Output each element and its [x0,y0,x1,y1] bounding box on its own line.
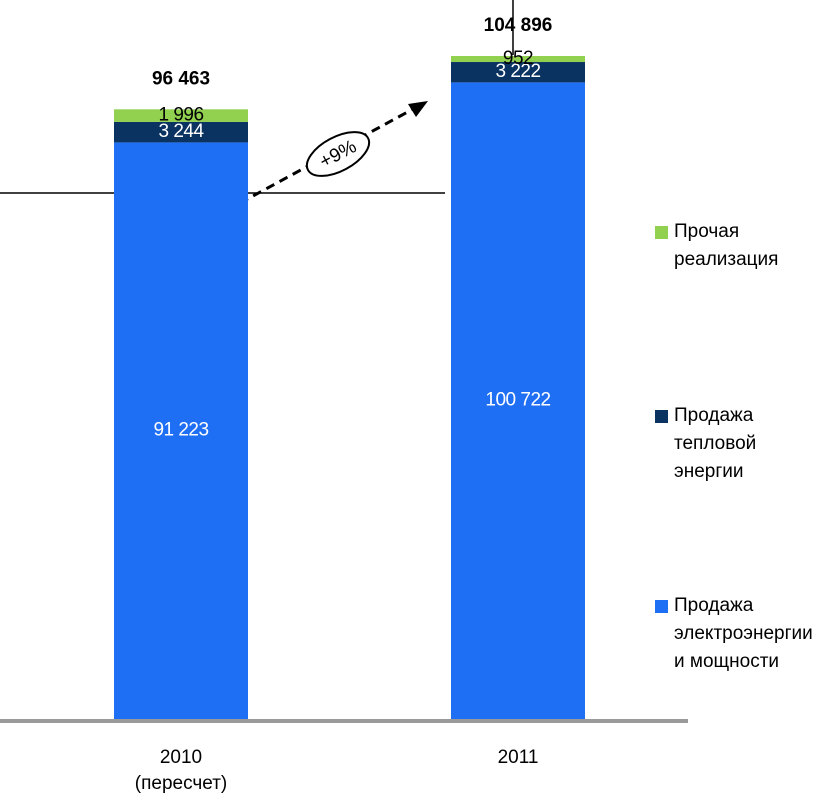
bar-segment [451,56,585,63]
value-label: 91 223 [153,420,208,441]
legend-item: Продажа электроэнергии и мощности [655,592,830,676]
arrow-head [408,101,428,117]
total-label: 96 463 [152,68,210,89]
value-label: 952 [503,48,533,69]
legend-swatch [655,226,668,239]
value-label: 1 996 [158,105,203,126]
total-label: 104 896 [484,15,553,36]
legend-label: Прочая реализация [674,221,779,270]
legend-item: Продажа тепловой энергии [655,402,830,486]
x-tick-label: 2011 [497,747,539,768]
bar-segment [114,109,248,122]
legend-label: Продажа электроэнергии и мощности [674,595,813,672]
value-label: 3 222 [495,61,540,82]
growth-arrow [239,106,416,205]
growth-badge: +9% [305,131,371,177]
bar-segment [114,142,248,719]
value-label: 100 722 [485,390,550,411]
bar-segment [114,121,248,143]
bar-segment [451,62,585,83]
legend-swatch [655,600,668,613]
badge-ellipse [305,131,371,177]
value-label: 3 244 [158,121,204,142]
bar-segment [451,82,585,719]
legend-label: Продажа тепловой энергии [674,405,757,482]
x-tick-label: 2010 (пересчет) [134,747,228,794]
legend-item: Прочая реализация [655,218,830,274]
legend-swatch [655,410,668,423]
